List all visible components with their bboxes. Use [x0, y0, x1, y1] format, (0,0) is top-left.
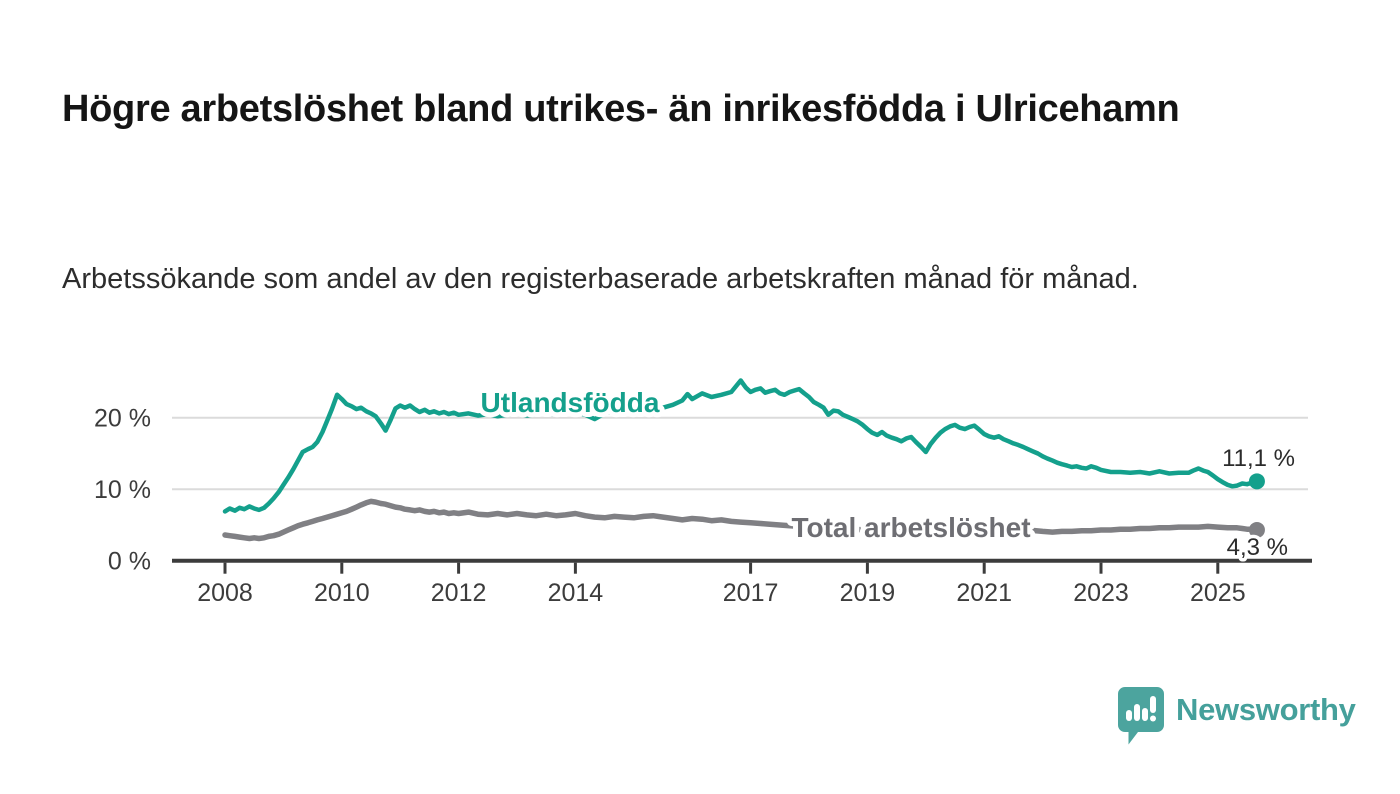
- chart-subtitle: Arbetssökande som andel av den registerb…: [62, 263, 1139, 295]
- series-labels: Utlandsfödda Total arbetslöshet: [476, 382, 1036, 548]
- x-tick-label: 2014: [548, 579, 604, 607]
- end-value-label-utlandsf-dda: 11,1 %: [1222, 445, 1295, 472]
- page-title: Högre arbetslöshet bland utrikes- än inr…: [62, 88, 1180, 131]
- gridlines: [172, 416, 1308, 491]
- series-label-utlandsf-dda: Utlandsfödda: [481, 387, 660, 418]
- data-series: [222, 378, 1260, 542]
- end-point-markers: 11,1 % 4,3 %: [1219, 442, 1299, 565]
- speech-bubble-bar-chart-icon: [1118, 687, 1164, 745]
- y-tick-label: 20 %: [94, 405, 151, 433]
- x-tick-label: 2012: [431, 579, 487, 607]
- line-total-arbetsl-shet: [222, 498, 1260, 542]
- x-tick-label: 2021: [956, 579, 1012, 607]
- x-axis: [172, 558, 1312, 574]
- x-tick-label: 2010: [314, 579, 370, 607]
- x-tick-label: 2017: [723, 579, 779, 607]
- x-tick-label: 2025: [1190, 579, 1246, 607]
- x-tick-label: 2019: [840, 579, 896, 607]
- line-utlandsf-dda: [222, 378, 1260, 514]
- x-tick-label: 2023: [1073, 579, 1129, 607]
- series-label-total-arbetsl-shet: Total arbetslöshet: [791, 512, 1030, 543]
- newsworthy-wordmark: Newsworthy: [1176, 691, 1356, 727]
- axis-tick-labels: 0 % 10 % 20 % 2008 2010 2012 2014 2017 2019 2021 2…: [94, 405, 1246, 607]
- end-dot-utlandsf-dda: [1248, 473, 1265, 490]
- newsworthy-logo: Newsworthy: [1117, 686, 1356, 746]
- end-value-label-total-arbetsl-shet: 4,3 %: [1227, 534, 1288, 561]
- y-tick-label: 0 %: [108, 548, 151, 576]
- x-tick-label: 2008: [197, 579, 253, 607]
- end-dot-total-arbetsl-shet: [1248, 521, 1265, 538]
- y-tick-label: 10 %: [94, 476, 151, 504]
